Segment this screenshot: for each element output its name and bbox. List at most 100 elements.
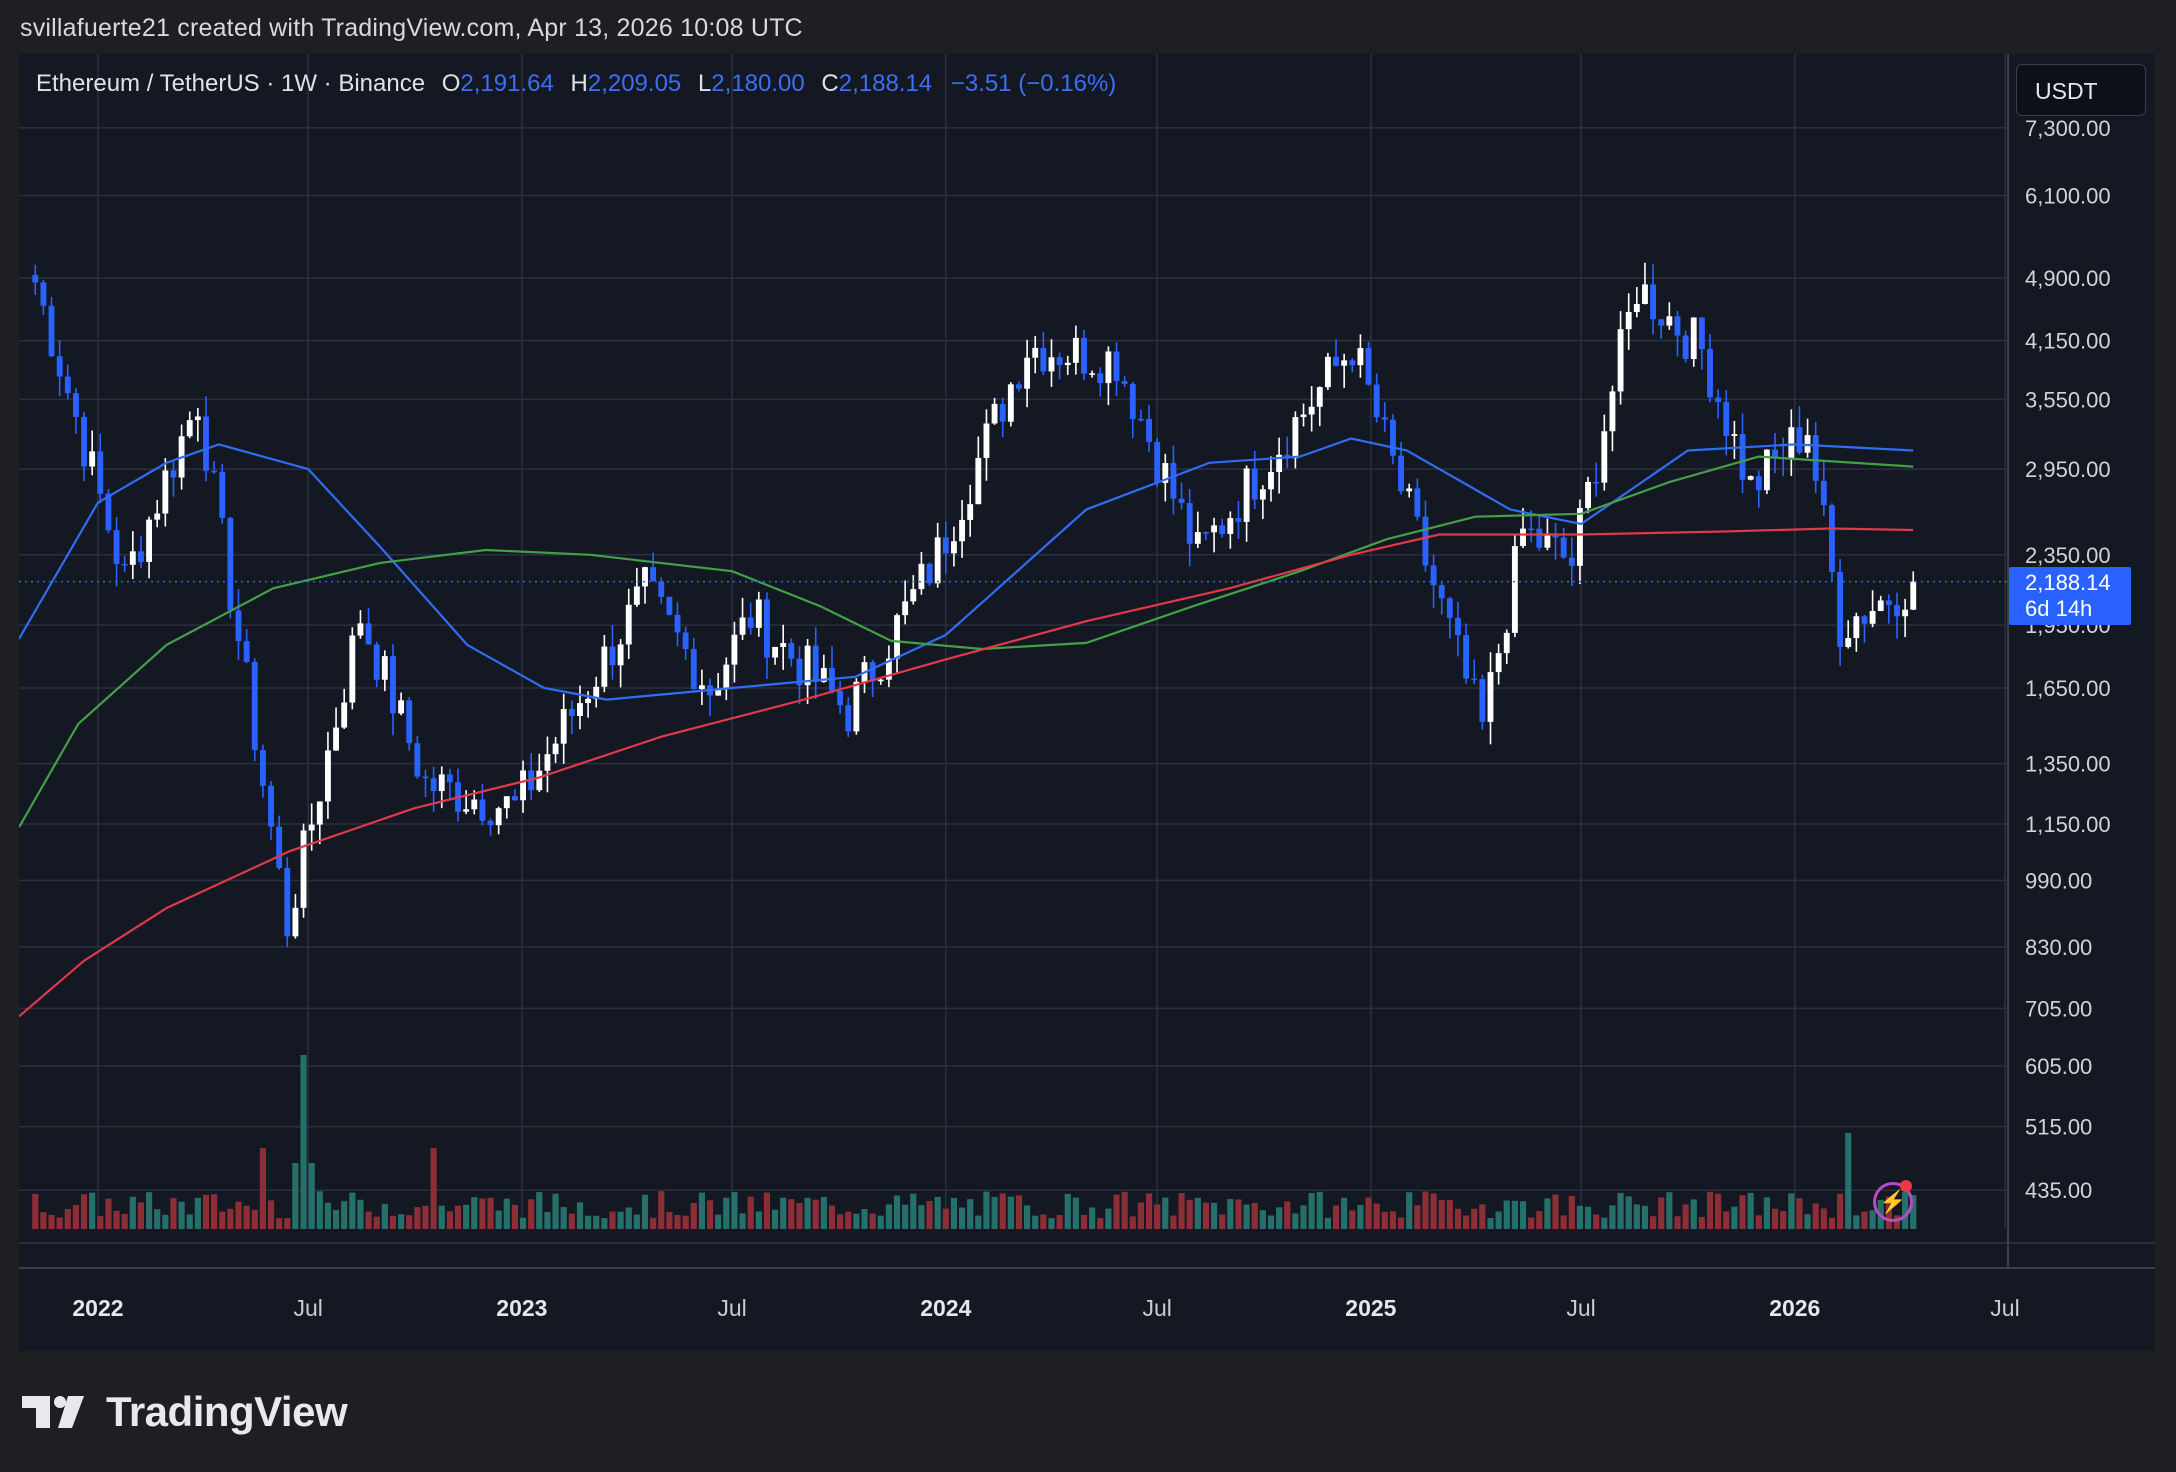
candle-body[interactable] (1902, 609, 1909, 617)
candle-body[interactable] (723, 664, 730, 689)
candle-body[interactable] (715, 688, 722, 696)
candle-body[interactable] (1894, 605, 1900, 617)
candle-body[interactable] (1227, 518, 1234, 534)
candle-body[interactable] (1820, 480, 1827, 506)
candle-body[interactable] (1495, 653, 1502, 673)
candle-body[interactable] (1203, 532, 1209, 534)
candle-body[interactable] (617, 644, 624, 666)
candle-body[interactable] (194, 416, 201, 421)
candle-body[interactable] (32, 274, 39, 283)
candle-body[interactable] (837, 690, 844, 706)
candle-body[interactable] (349, 635, 356, 703)
candle-body[interactable] (593, 686, 600, 699)
candle-body[interactable] (804, 645, 811, 686)
candle-body[interactable] (1625, 312, 1632, 330)
candle-body[interactable] (926, 563, 933, 584)
candle-body[interactable] (1544, 533, 1551, 548)
candle-body[interactable] (1576, 508, 1583, 566)
candle-body[interactable] (942, 537, 949, 554)
candle-body[interactable] (731, 634, 738, 665)
candle-body[interactable] (520, 770, 526, 801)
candle-body[interactable] (503, 796, 510, 809)
candle-body[interactable] (951, 541, 957, 554)
candle-body[interactable] (1455, 617, 1461, 636)
candle-body[interactable] (495, 808, 502, 826)
candle-body[interactable] (1105, 351, 1112, 384)
candle-body[interactable] (1642, 284, 1648, 305)
candle-body[interactable] (934, 537, 941, 584)
candle-body[interactable] (170, 470, 177, 478)
candle-body[interactable] (511, 796, 518, 801)
candle-body[interactable] (146, 519, 153, 562)
candle-body[interactable] (1357, 348, 1364, 366)
candle-body[interactable] (105, 493, 112, 531)
candle-body[interactable] (72, 393, 79, 417)
candle-body[interactable] (1040, 347, 1047, 372)
candle-body[interactable] (40, 282, 47, 306)
candle-body[interactable] (430, 778, 437, 792)
candle-body[interactable] (983, 423, 990, 458)
candle-body[interactable] (1731, 434, 1738, 436)
candle-body[interactable] (341, 702, 348, 728)
candle-body[interactable] (1178, 498, 1185, 504)
candle-body[interactable] (1853, 616, 1860, 639)
candle-body[interactable] (235, 610, 242, 642)
candle-body[interactable] (1259, 489, 1266, 500)
candle-body[interactable] (609, 646, 616, 666)
candle-body[interactable] (1536, 528, 1543, 548)
candle-body[interactable] (1390, 419, 1396, 456)
candle-body[interactable] (81, 416, 87, 467)
candle-body[interactable] (975, 457, 982, 505)
candle-body[interactable] (1292, 417, 1299, 459)
candle-body[interactable] (1316, 387, 1323, 407)
lightning-icon[interactable]: ⚡ (1873, 1182, 1913, 1222)
candle-body[interactable] (820, 667, 827, 682)
candle-body[interactable] (1349, 360, 1356, 366)
candle-body[interactable] (918, 563, 925, 590)
candle-body[interactable] (1739, 434, 1746, 480)
candle-body[interactable] (479, 799, 486, 821)
candle-body[interactable] (568, 709, 575, 717)
candle-body[interactable] (64, 376, 71, 394)
candle-body[interactable] (1666, 316, 1673, 326)
candle-body[interactable] (642, 567, 648, 587)
candle-body[interactable] (1788, 427, 1795, 459)
candle-body[interactable] (788, 643, 795, 659)
candle-body[interactable] (1016, 384, 1022, 389)
candle-body[interactable] (463, 809, 470, 812)
candle-body[interactable] (251, 661, 258, 751)
candle-body[interactable] (739, 617, 746, 635)
candle-body[interactable] (1121, 380, 1128, 384)
candle-body[interactable] (1048, 357, 1055, 372)
candle-body[interactable] (1089, 373, 1096, 375)
candle-body[interactable] (381, 656, 388, 680)
candle-body[interactable] (308, 824, 315, 831)
candle-body[interactable] (1617, 329, 1624, 392)
candle-body[interactable] (1308, 406, 1315, 415)
candle-body[interactable] (1723, 401, 1730, 436)
candle-body[interactable] (1763, 449, 1770, 491)
candle-body[interactable] (1829, 505, 1835, 572)
candle-body[interactable] (601, 646, 608, 687)
candle-body[interactable] (658, 581, 665, 597)
candle-body[interactable] (227, 517, 234, 611)
candle-body[interactable] (796, 658, 803, 686)
candle-body[interactable] (1430, 565, 1437, 586)
candle-body[interactable] (1170, 463, 1177, 499)
candle-body[interactable] (1333, 356, 1339, 366)
candle-body[interactable] (1300, 414, 1307, 418)
candle-body[interactable] (243, 641, 250, 662)
candle-body[interactable] (138, 551, 144, 562)
candle-body[interactable] (357, 623, 364, 636)
candle-body[interactable] (300, 830, 307, 908)
candle-body[interactable] (422, 776, 429, 779)
candle-body[interactable] (1772, 449, 1778, 458)
candle-body[interactable] (438, 774, 445, 792)
candle-body[interactable] (747, 617, 754, 628)
candle-body[interactable] (276, 826, 283, 868)
candle-body[interactable] (1381, 417, 1388, 420)
candle-body[interactable] (1511, 546, 1518, 633)
candle-body[interactable] (1007, 384, 1014, 422)
candle-body[interactable] (1032, 347, 1039, 358)
candle-body[interactable] (1422, 516, 1429, 566)
